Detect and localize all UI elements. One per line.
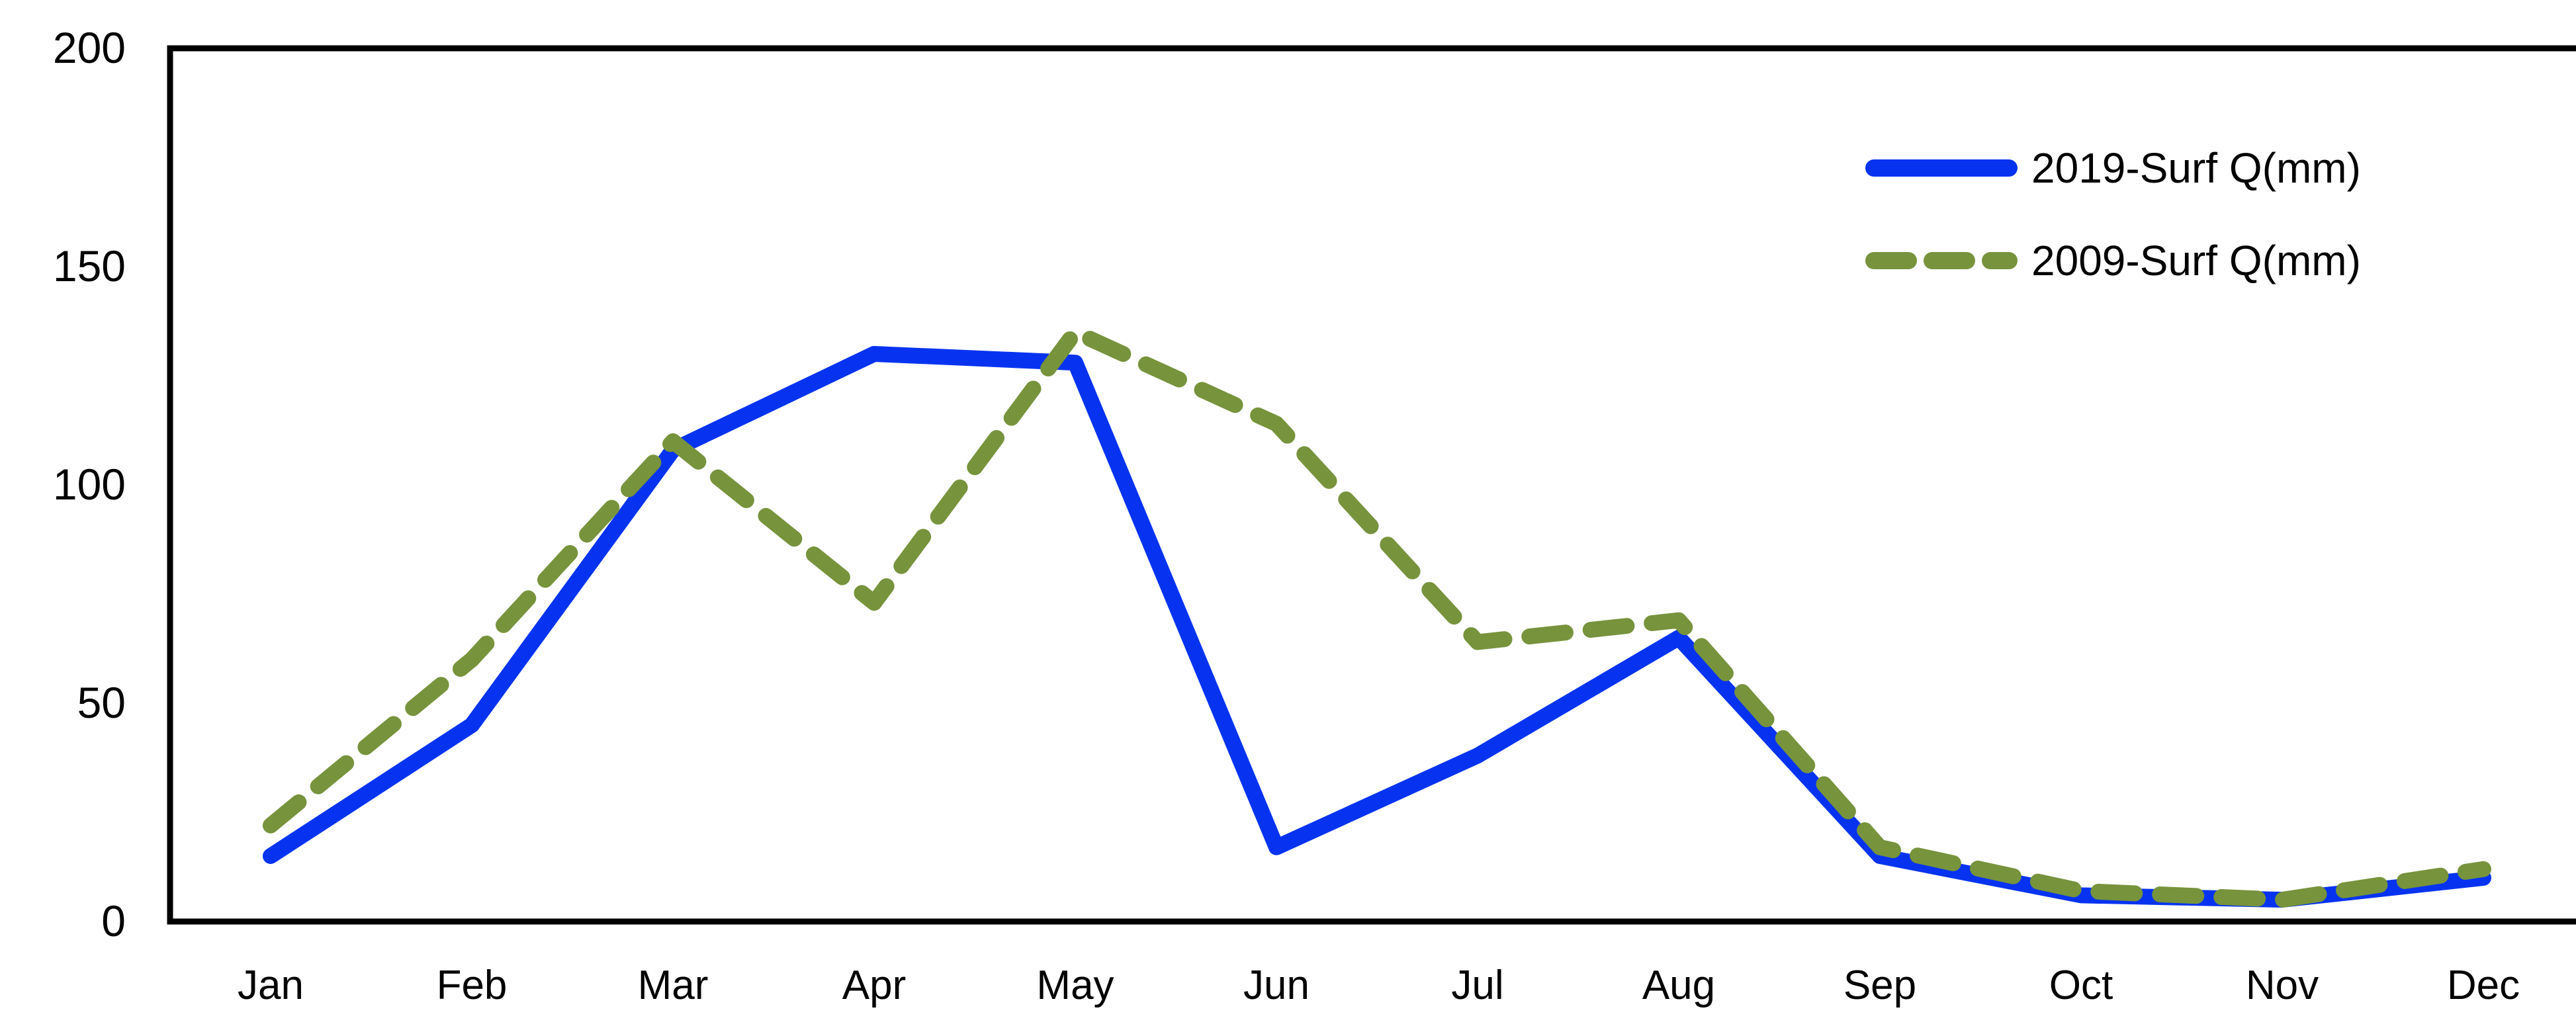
x-tick-label: Nov (2246, 963, 2319, 1008)
x-tick-label: Apr (842, 963, 906, 1008)
series-line-0 (263, 346, 2491, 908)
x-tick-label: Jan (238, 963, 304, 1008)
y-tick-label: 100 (53, 460, 126, 509)
plot-border (167, 45, 2576, 925)
legend-item-2009: 2009-Surf Q(mm) (1865, 239, 2361, 282)
legend-label-2019: 2019-Surf Q(mm) (2031, 144, 2361, 192)
x-tick-label: Feb (437, 963, 508, 1008)
x-tick-label: May (1036, 963, 1114, 1008)
y-tick-label: 0 (101, 896, 126, 945)
legend-item-2019: 2019-Surf Q(mm) (1865, 146, 2361, 190)
x-tick-label: Mar (638, 963, 709, 1008)
y-tick-label: 200 (53, 23, 126, 72)
chart-legend: 2019-Surf Q(mm) 2009-Surf Q(mm) (1865, 146, 2361, 282)
y-tick-label: 150 (53, 241, 126, 290)
legend-label-2009: 2009-Surf Q(mm) (2031, 237, 2361, 284)
legend-swatch-solid-line (1865, 159, 2018, 177)
x-tick-label: Jul (1451, 963, 1503, 1008)
x-tick-label: Oct (2049, 963, 2113, 1008)
line-chart: 0 50 100 150 200 Jan Feb Mar Apr May Jun Jul Aug Sep O… (26, 11, 2576, 1021)
y-tick-label: 50 (77, 678, 126, 727)
x-tick-label: Dec (2447, 963, 2520, 1008)
chart-canvas: 0 50 100 150 200 Jan Feb Mar Apr May Jun Jul Aug Sep O… (53, 23, 2576, 1008)
series-line-1 (263, 324, 2491, 908)
x-tick-label: Sep (1843, 963, 1916, 1008)
legend-swatch-dashed-line (1865, 252, 2018, 269)
x-tick-label: Jun (1243, 963, 1310, 1008)
x-tick-label: Aug (1642, 963, 1715, 1008)
